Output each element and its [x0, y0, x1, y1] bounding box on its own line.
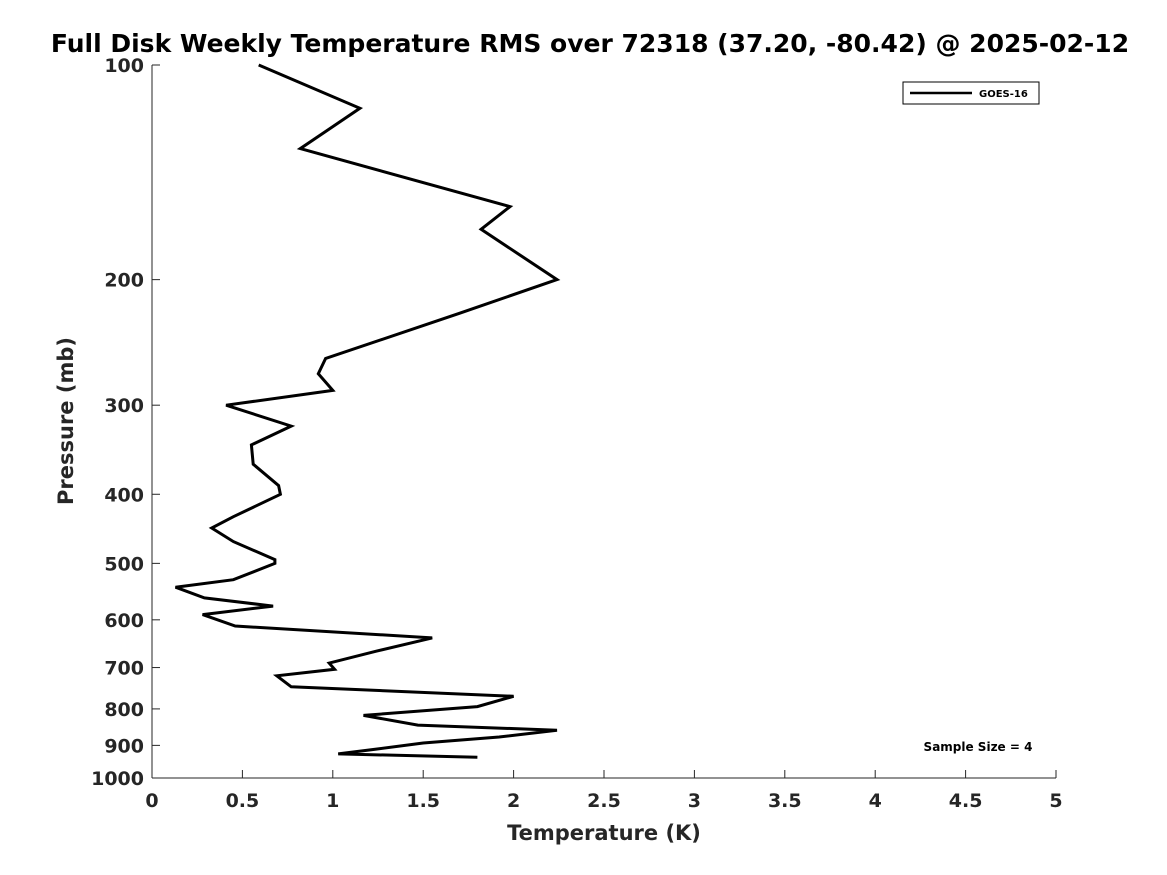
y-tick-label: 400 [104, 484, 144, 506]
x-ticks: 0 0.5 1 1.5 2 2.5 3 3.5 4 4.5 5 [145, 770, 1063, 812]
x-tick-label: 3 [688, 790, 701, 812]
x-tick-label: 1 [326, 790, 339, 812]
sample-size-annotation: Sample Size = 4 [924, 740, 1033, 754]
x-tick-label: 4.5 [949, 790, 983, 812]
chart-title: Full Disk Weekly Temperature RMS over 72… [51, 29, 1129, 58]
x-tick-label: 2.5 [587, 790, 621, 812]
plot-area [152, 65, 1056, 778]
y-tick-label: 1000 [91, 768, 144, 790]
y-tick-label: 900 [104, 735, 144, 757]
y-tick-label: 200 [104, 270, 144, 292]
y-ticks: 100 200 300 400 500 600 700 800 900 1000 [91, 55, 160, 790]
y-tick-label: 800 [104, 699, 144, 721]
y-tick-label: 100 [104, 55, 144, 77]
x-tick-label: 0 [145, 790, 158, 812]
y-tick-label: 700 [104, 658, 144, 680]
legend-label-goes-16: GOES-16 [979, 89, 1028, 100]
series-line-goes-16 [174, 63, 561, 759]
y-tick-label: 300 [104, 395, 144, 417]
y-tick-label: 600 [104, 610, 144, 632]
x-tick-label: 2 [507, 790, 520, 812]
series-layer [174, 63, 561, 759]
x-tick-label: 1.5 [406, 790, 440, 812]
x-axis-label: Temperature (K) [507, 821, 701, 845]
x-tick-label: 0.5 [226, 790, 260, 812]
x-tick-label: 3.5 [768, 790, 802, 812]
y-axis-label: Pressure (mb) [54, 337, 78, 505]
x-tick-label: 4 [869, 790, 882, 812]
x-tick-label: 5 [1049, 790, 1062, 812]
legend: GOES-16 [902, 81, 1040, 105]
y-tick-label: 500 [104, 553, 144, 575]
